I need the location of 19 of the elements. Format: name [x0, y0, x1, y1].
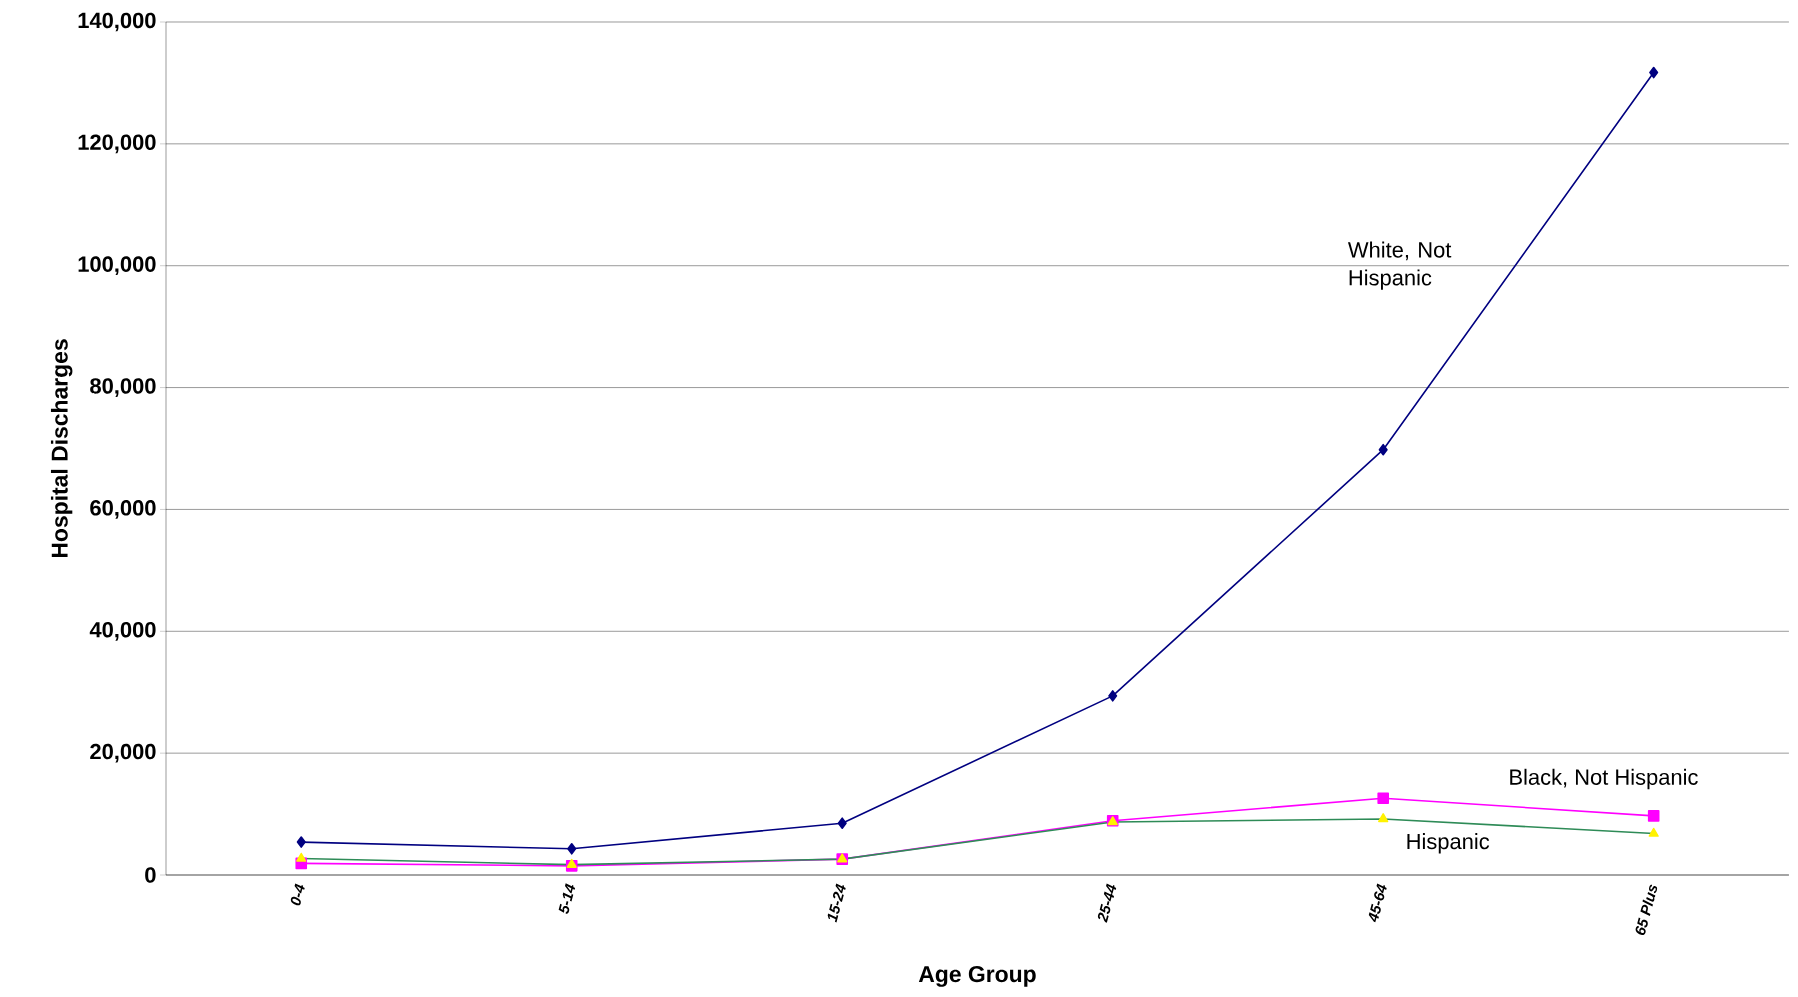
y-tick-label: 0 [145, 867, 156, 883]
x-tick-label: 45-64 [1368, 883, 1387, 923]
x-tick-label: 15-24 [827, 883, 846, 923]
y-tick-label: 20,000 [90, 743, 156, 763]
y-tick-label: 120,000 [78, 134, 156, 154]
series-label: White, Not Hispanic [1347, 241, 1452, 290]
y-tick-label: 40,000 [89, 621, 156, 641]
y-tick-label: 100,000 [78, 256, 156, 276]
x-tick-label: 0-4 [290, 883, 305, 906]
y-tick-label: 60,000 [90, 500, 156, 519]
y-axis-title: Hospital Discharges [50, 339, 73, 558]
x-axis-title: Age Group [918, 965, 1036, 987]
x-tick-label: 65 Plus [1635, 884, 1658, 935]
y-tick-label: 80,000 [90, 378, 156, 397]
series-label: Black, Not Hispanic [1510, 768, 1698, 790]
x-tick-label: 5-14 [558, 883, 576, 914]
series-label: Hispanic [1407, 833, 1490, 854]
y-tick-label: 140,000 [78, 12, 156, 32]
x-tick-label: 25-44 [1097, 883, 1117, 923]
